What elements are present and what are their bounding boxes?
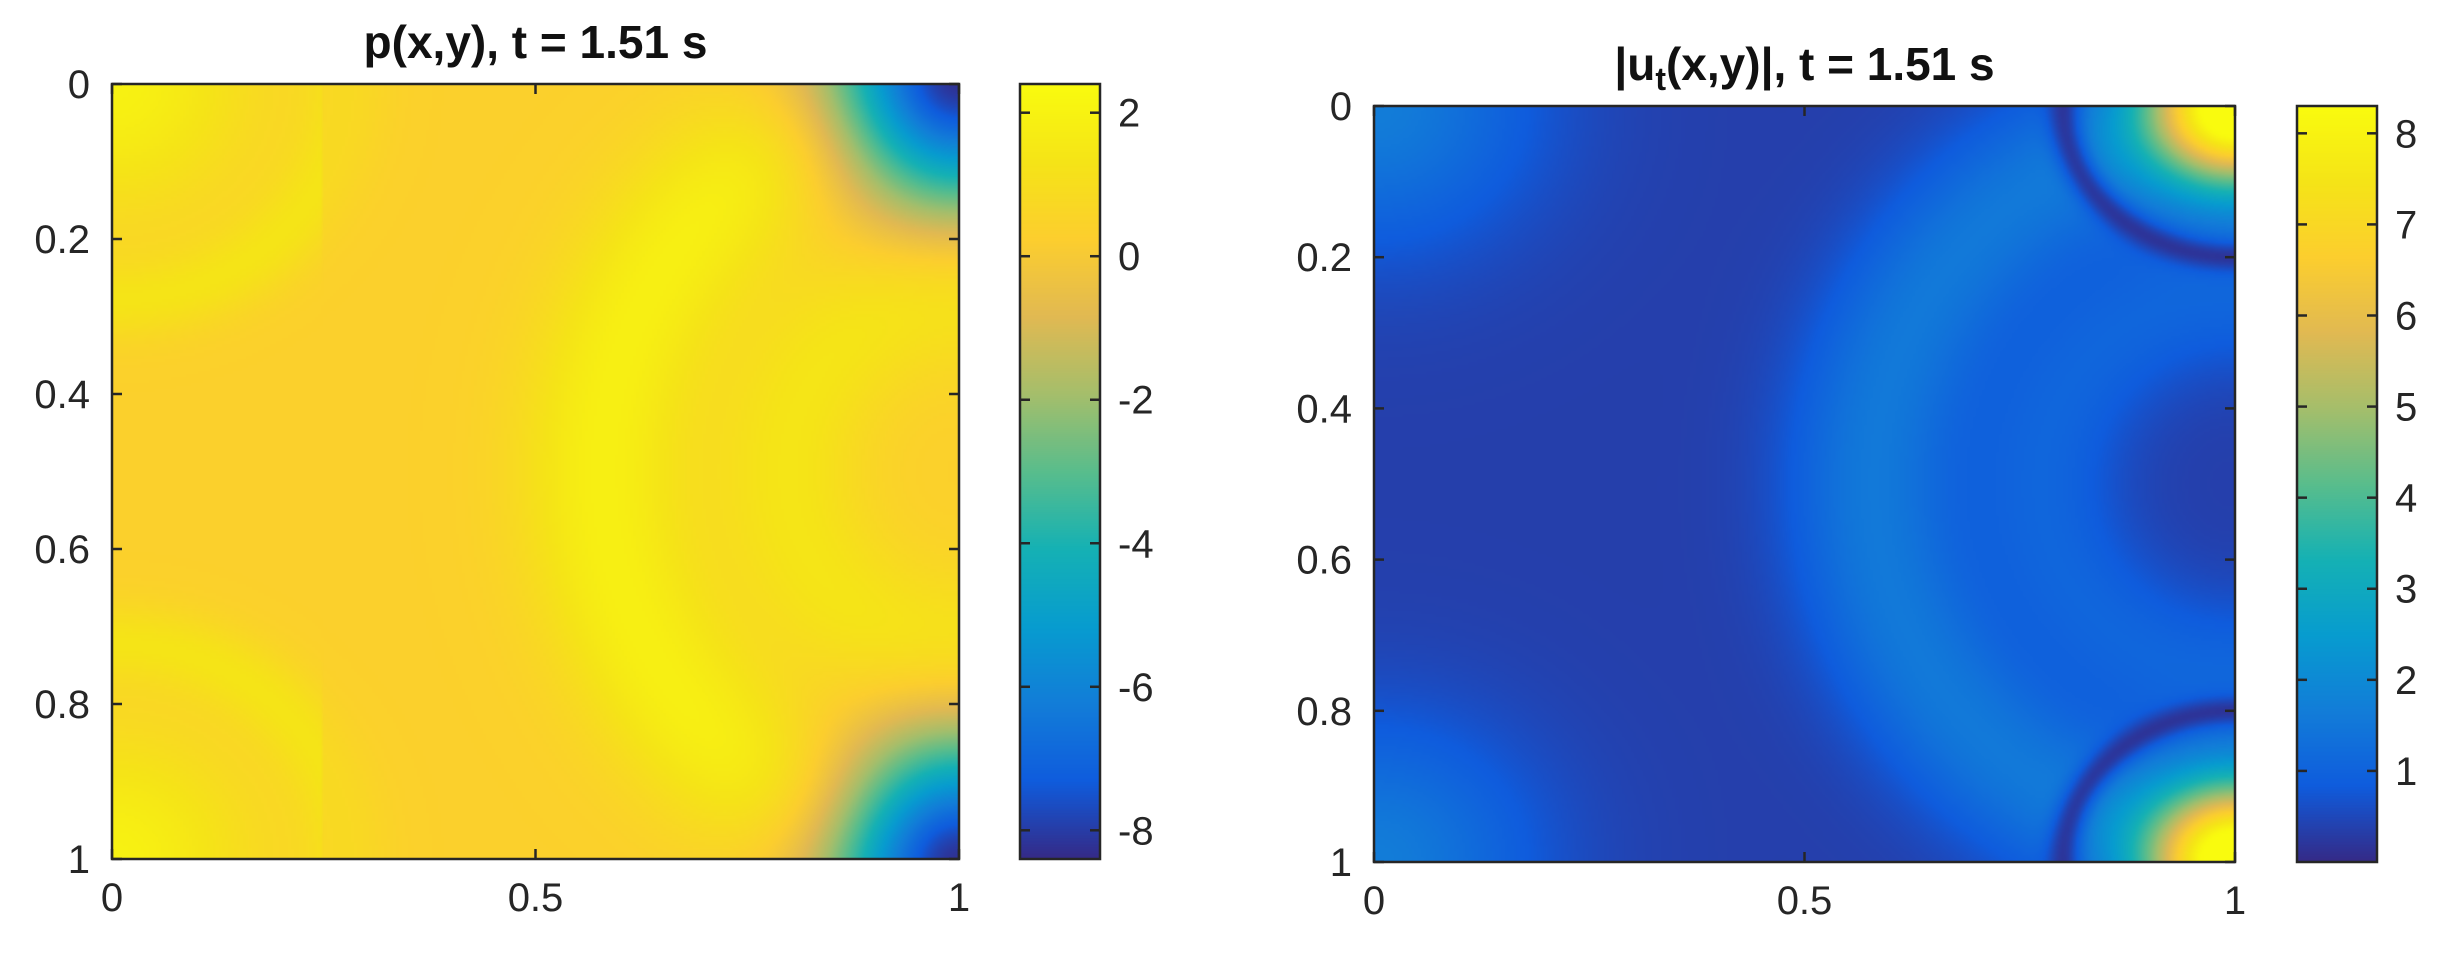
velocity-ytick-label: 0.6	[1296, 539, 1352, 583]
velocity-colorbar	[2297, 106, 2377, 862]
pressure-ytick-label: 0.6	[34, 528, 90, 572]
pressure-ytick-label: 0.4	[34, 373, 90, 417]
pressure-colorbar-tick-label: -6	[1118, 666, 1154, 710]
velocity-heatmap	[1374, 106, 2235, 862]
pressure-title-part-0: p(x,y), t = 1.51 s	[364, 16, 708, 68]
velocity-colorbar-tick-label: 2	[2395, 659, 2417, 703]
velocity-xtick-label: 0	[1363, 879, 1385, 923]
pressure-colorbar	[1020, 84, 1100, 859]
velocity-ytick-label: 0.2	[1296, 236, 1352, 280]
velocity-xtick-label: 0.5	[1777, 879, 1833, 923]
pressure-colorbar-tick-label: -2	[1118, 379, 1154, 423]
velocity-colorbar-tick-label: 8	[2395, 112, 2417, 156]
pressure-ytick-label: 0.8	[34, 683, 90, 727]
velocity-xtick-label: 1	[2224, 879, 2246, 923]
pressure-colorbar-tick-label: 0	[1118, 235, 1140, 279]
pressure-heatmap	[112, 84, 959, 859]
velocity-colorbar-tick-label: 3	[2395, 568, 2417, 612]
pressure-ytick-label: 0	[68, 63, 90, 107]
pressure-colorbar-tick-label: 2	[1118, 92, 1140, 136]
pressure-colorbar-tick-label: -4	[1118, 522, 1154, 566]
velocity-ytick-label: 1	[1330, 841, 1352, 885]
pressure-xtick-label: 1	[948, 876, 970, 920]
pressure-ytick-label: 1	[68, 838, 90, 882]
velocity-colorbar-tick-label: 1	[2395, 750, 2417, 794]
pressure-colorbar-tick-label: -8	[1118, 809, 1154, 853]
pressure-ytick-label: 0.2	[34, 218, 90, 262]
velocity-ytick-label: 0.8	[1296, 690, 1352, 734]
pressure-xtick-label: 0.5	[508, 876, 564, 920]
velocity-colorbar-tick-label: 4	[2395, 477, 2417, 521]
velocity-title: |ut(x,y)|, t = 1.51 s	[1614, 38, 1994, 97]
pressure-xtick-label: 0	[101, 876, 123, 920]
pressure-colorbar-frame	[1018, 82, 1102, 861]
velocity-colorbar-frame	[2295, 104, 2379, 864]
velocity-title-part-2: (x,y)|, t = 1.51 s	[1666, 38, 1995, 90]
pressure-title: p(x,y), t = 1.51 s	[364, 16, 708, 68]
velocity-colorbar-tick-label: 6	[2395, 294, 2417, 338]
velocity-ytick-label: 0.4	[1296, 387, 1352, 431]
pressure-panel: p(x,y), t = 1.51 s0 0.5 100.20.40.60.8120-…	[34, 16, 1153, 920]
velocity-colorbar-tick-label: 5	[2395, 386, 2417, 430]
velocity-colorbar-tick-label: 7	[2395, 203, 2417, 247]
velocity-title-part-1: t	[1655, 61, 1666, 97]
velocity-panel: |ut(x,y)|, t = 1.51 s0 0.5 100.20.40.60.81…	[1296, 38, 2417, 923]
velocity-title-part-0: |u	[1614, 38, 1655, 90]
velocity-ytick-label: 0	[1330, 85, 1352, 129]
